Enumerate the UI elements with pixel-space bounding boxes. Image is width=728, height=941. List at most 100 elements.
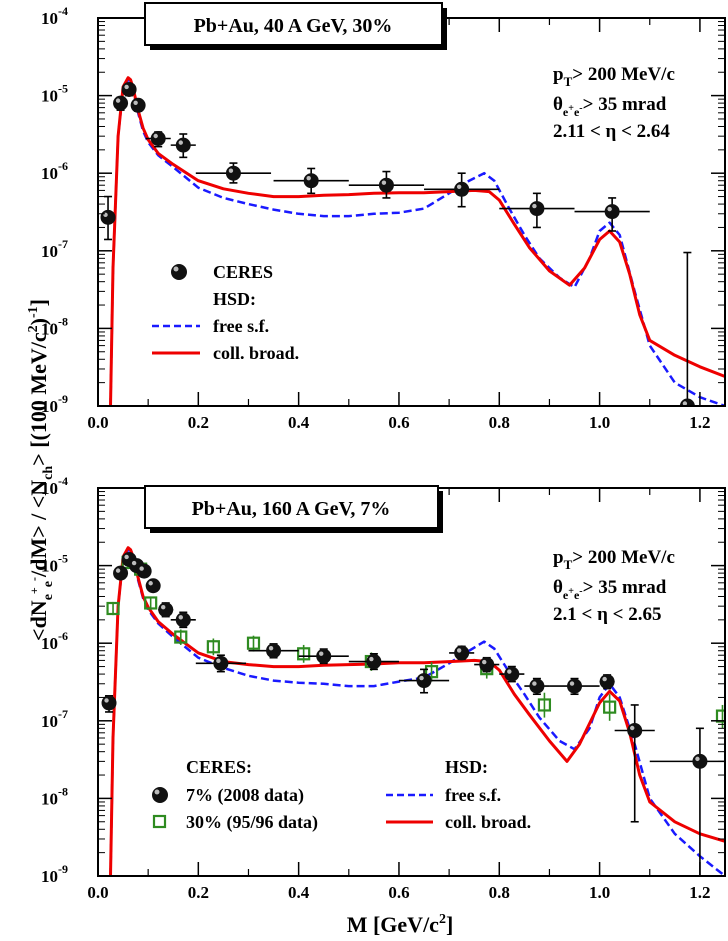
legend-ceres7-label: 7% (2008 data) [186, 785, 304, 806]
ceres-point-highlight [131, 560, 137, 566]
ceres30-point [424, 665, 439, 679]
ceres-point [692, 753, 708, 769]
y-tick-label: 10-7 [41, 707, 68, 731]
ceres30-point [246, 636, 261, 650]
ceres-point [150, 131, 166, 147]
ceres30-point [715, 709, 725, 723]
ceres-point [529, 201, 545, 217]
ceres-point [158, 602, 174, 618]
ceres-point-highlight [602, 676, 607, 682]
panel-160agev: 0.0 0.2 0.4 0.6 0.8 1.0 1.2 10-9 10-8 10-7 10-6 10-… [41, 474, 726, 902]
y-tick-label: 10-4 [41, 4, 68, 28]
legend-ceres30-label: 30% (95/96 data) [186, 812, 318, 833]
ceres-point-highlight [115, 568, 121, 573]
x-tick-label: 0.6 [388, 883, 409, 902]
ceres30-point [297, 647, 311, 661]
ceres-point-highlight [124, 84, 129, 90]
panel-40agev-title: Pb+Au, 40 A GeV, 30% [194, 15, 393, 37]
legend-ceres7-marker-highlight [154, 789, 160, 795]
ceres-point [100, 209, 116, 225]
ceres-point-highlight [569, 681, 575, 686]
legend-free-label: free s.f. [445, 785, 501, 805]
ceres-point [175, 612, 191, 628]
ceres-point [121, 81, 137, 97]
ceres-point [504, 666, 520, 682]
x-tick-label: 1.2 [689, 413, 710, 432]
ceres-point-highlight [532, 203, 537, 209]
ceres30-point [144, 596, 158, 610]
ceres-point-highlight [369, 656, 374, 662]
ceres-point-highlight [178, 140, 183, 145]
ceres-point-highlight [148, 581, 153, 586]
ceres-point-highlight [695, 756, 700, 762]
x-tick-label: 0.2 [188, 883, 209, 902]
panel-40agev-pt-cut: pT> 200 MeV/c [553, 64, 675, 89]
legend-hsd-label: HSD: [213, 289, 256, 309]
ceres-point [316, 648, 332, 664]
y-tick-label: 10-5 [41, 552, 68, 576]
panel-160agev-eta-cut: 2.1 < η < 2.65 [553, 604, 661, 625]
panel-40agev-ticks: 0.0 0.2 0.4 0.6 0.8 1.0 1.2 10-9 10-8 10-7 10-6 10-… [41, 4, 725, 432]
ceres-point-highlight [216, 658, 221, 664]
legend-free-label: free s.f. [213, 316, 269, 336]
ceres-point-highlight [630, 725, 635, 731]
x-tick-label: 0.0 [87, 413, 108, 432]
x-tick-label: 0.4 [288, 413, 310, 432]
ceres-point [225, 165, 241, 181]
ceres-point-highlight [507, 669, 512, 674]
legend-coll-label: coll. broad. [445, 812, 531, 832]
ceres-point-highlight [115, 98, 121, 103]
ceres-point-highlight [178, 615, 183, 620]
panel-160agev-theta-cut: θe+e-> 35 mrad [553, 577, 667, 602]
ceres-point [266, 643, 282, 659]
x-tick-label: 1.2 [689, 883, 710, 902]
legend-coll-label: coll. broad. [213, 343, 299, 363]
panel-40agev-theta-cut: θe+e-> 35 mrad [553, 94, 667, 119]
legend-hsd-label: HSD: [445, 757, 488, 777]
ceres-point-highlight [381, 180, 387, 185]
x-tick-label: 0.4 [288, 883, 310, 902]
ceres-point-highlight [104, 698, 109, 703]
panel-40agev-legend: CERES HSD: free s.f. coll. broad. [152, 262, 299, 363]
ceres-point [479, 657, 495, 673]
panel-40agev-eta-cut: 2.11 < η < 2.64 [553, 121, 670, 142]
x-tick-label: 1.0 [589, 883, 610, 902]
ceres-point [529, 678, 545, 694]
x-tick-label: 1.0 [589, 413, 610, 432]
ceres-point-highlight [306, 176, 311, 181]
ceres-point [130, 97, 146, 113]
ceres30-point [603, 700, 617, 714]
panel-160agev-ticks: 0.0 0.2 0.4 0.6 0.8 1.0 1.2 10-9 10-8 10-7 10-6 10-… [41, 474, 725, 902]
ceres-point [454, 181, 470, 197]
ceres-point [175, 137, 191, 153]
ceres-point [627, 722, 643, 738]
ceres-point-highlight [268, 646, 274, 651]
ceres-point [378, 177, 394, 193]
ceres-point-highlight [139, 566, 144, 571]
ceres-point [145, 578, 161, 594]
legend-ceres7-marker [152, 787, 168, 803]
ceres-point-highlight [161, 605, 166, 610]
legend-ceres-marker [171, 264, 187, 280]
y-tick-label: 10-8 [41, 314, 68, 338]
legend-ceres-label: CERES [213, 262, 273, 282]
legend-ceres-marker-highlight [173, 266, 179, 272]
y-tick-label: 10-7 [41, 237, 68, 261]
ceres-point-highlight [456, 184, 462, 190]
ceres-point-highlight [124, 554, 129, 560]
ceres-point [113, 95, 129, 111]
ceres-point [604, 204, 620, 220]
ceres-point-highlight [419, 675, 424, 681]
x-tick-label: 0.6 [388, 413, 409, 432]
ceres-point [366, 654, 382, 670]
panel-40agev: 0.0 0.2 0.4 0.6 0.8 1.0 1.2 10-9 10-8 10-7 10-6 10-… [41, 2, 726, 432]
y-tick-label: 10-6 [41, 629, 68, 653]
x-tick-label: 0.8 [489, 883, 510, 902]
y-tick-label: 10-5 [41, 82, 68, 106]
panel-160agev-legend: CERES: 7% (2008 data) 30% (95/96 data) H… [152, 757, 531, 833]
ceres-point-highlight [133, 100, 138, 105]
ceres-point [213, 655, 229, 671]
x-tick-label: 0.2 [188, 413, 209, 432]
panel-160agev-title-box: Pb+Au, 160 A GeV, 7% [144, 485, 443, 533]
